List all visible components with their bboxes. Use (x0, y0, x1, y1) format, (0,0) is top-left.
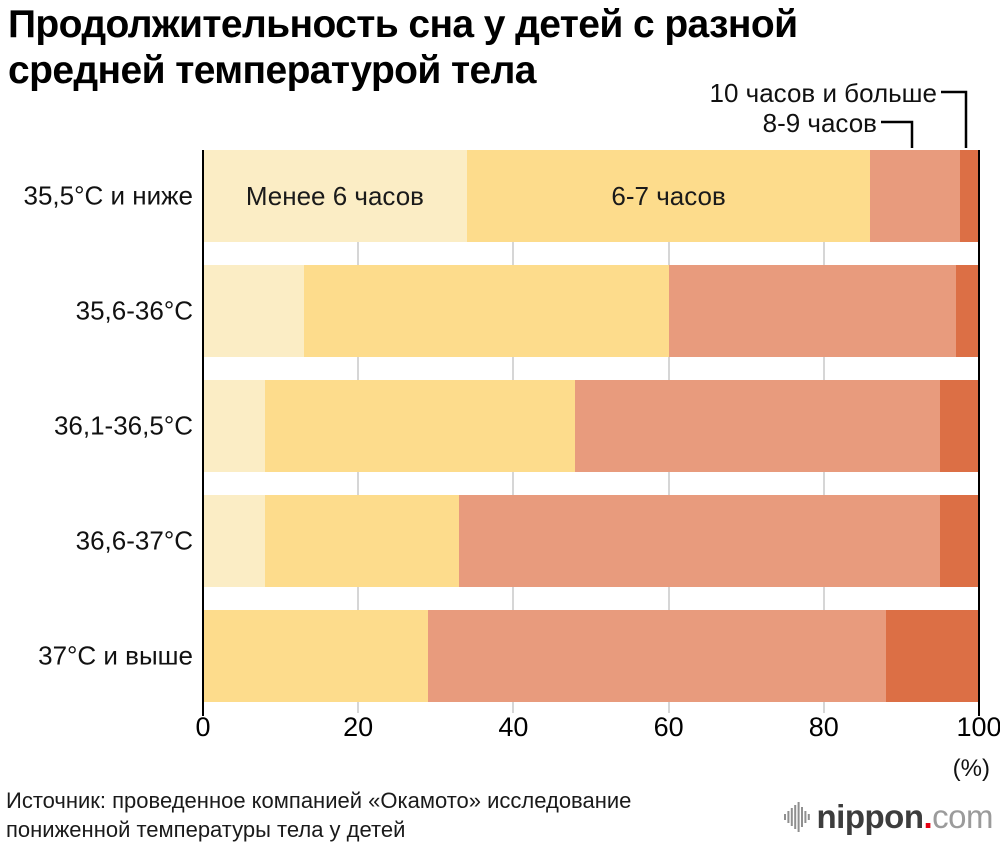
bar-segment (265, 495, 460, 587)
tick-label-20: 20 (343, 712, 374, 742)
category-label-1: 35,6-36°C (75, 295, 193, 326)
logo-dot: . (923, 798, 933, 835)
annotation-8-9-hours: 8-9 часов (762, 108, 877, 138)
bar-segment (203, 610, 429, 702)
category-label-3: 36,6-37°C (75, 525, 193, 556)
bar-segment (303, 265, 669, 357)
source-line-2: пониженной температуры тела у детей (6, 817, 406, 842)
x-axis-unit-label: (%) (952, 755, 990, 782)
axis-line-100 (977, 150, 980, 716)
axis-line-0 (201, 150, 204, 716)
category-label-0: 35,5°C и ниже (23, 180, 193, 211)
tick-label-60: 60 (653, 712, 684, 742)
in-bar-series-label: Менее 6 часов (245, 180, 424, 211)
title-line-1: Продолжительность сна у детей с разной (8, 3, 798, 46)
bar-row-3 (203, 495, 979, 587)
bar-segment (459, 495, 941, 587)
bar-segment (203, 495, 266, 587)
bar-segment (940, 495, 979, 587)
annotation-10-hours-plus: 10 часов и больше (709, 78, 938, 108)
logo-text: nippon.com (816, 798, 994, 836)
bar-row-0: Менее 6 часов 6-7 часов (203, 150, 979, 242)
logo-name: nippon (816, 798, 924, 835)
bar-row-2 (203, 380, 979, 472)
source-note: Источник: проведенное компанией «Окамото… (6, 786, 631, 842)
tick-label-80: 80 (808, 712, 839, 742)
bar-segment (203, 265, 304, 357)
page-title: Продолжительность сна у детей с разной с… (8, 2, 798, 94)
bar-segment (870, 150, 960, 242)
chart-bars: Менее 6 часов 6-7 часов (203, 150, 979, 702)
bar-segment (203, 380, 266, 472)
bar-segment: 6-7 часов (466, 150, 871, 242)
bar-segment (885, 610, 979, 702)
bar-segment (940, 380, 979, 472)
bar-segment: Менее 6 часов (203, 150, 467, 242)
tick-label-40: 40 (498, 712, 529, 742)
bar-segment (955, 265, 979, 357)
tick-label-100: 100 (956, 712, 1000, 742)
bar-segment (265, 380, 576, 472)
bar-segment (668, 265, 956, 357)
bar-segment (575, 380, 941, 472)
category-label-4: 37°C и выше (38, 640, 193, 671)
in-bar-series-label: 6-7 часов (611, 180, 726, 211)
bar-row-4 (203, 610, 979, 702)
tick-label-0: 0 (195, 712, 211, 742)
bar-segment (428, 610, 886, 702)
soundwave-icon (783, 802, 810, 832)
bar-row-1 (203, 265, 979, 357)
source-line-1: Источник: проведенное компанией «Окамото… (6, 788, 632, 813)
logo-tld: com (932, 798, 993, 835)
title-line-2: средней температурой тела (8, 49, 536, 93)
bar-segment (959, 150, 979, 242)
category-label-2: 36,1-36,5°C (53, 410, 193, 441)
nippon-com-logo: nippon.com (783, 798, 994, 836)
